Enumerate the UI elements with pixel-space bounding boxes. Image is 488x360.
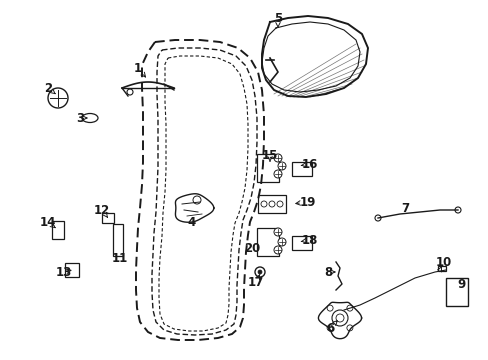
Text: 9: 9 <box>457 278 465 291</box>
Text: 7: 7 <box>400 202 408 215</box>
Circle shape <box>193 196 201 204</box>
Text: 18: 18 <box>301 234 318 247</box>
Text: 14: 14 <box>40 216 56 229</box>
Text: 4: 4 <box>187 216 196 229</box>
Circle shape <box>273 154 282 162</box>
Text: 8: 8 <box>323 266 331 279</box>
Text: 17: 17 <box>247 275 264 288</box>
Circle shape <box>278 238 285 246</box>
Text: 5: 5 <box>273 12 282 24</box>
Text: 20: 20 <box>244 242 260 255</box>
Text: 3: 3 <box>76 112 84 125</box>
Circle shape <box>276 201 283 207</box>
Circle shape <box>346 305 352 311</box>
Circle shape <box>48 88 68 108</box>
Bar <box>291 162 311 176</box>
Circle shape <box>326 325 332 331</box>
Circle shape <box>331 310 347 326</box>
Text: 11: 11 <box>112 252 128 265</box>
Circle shape <box>346 325 352 331</box>
Text: 12: 12 <box>94 203 110 216</box>
Bar <box>102 213 114 223</box>
Circle shape <box>374 215 380 221</box>
Text: 15: 15 <box>261 149 278 162</box>
Circle shape <box>268 201 274 207</box>
Bar <box>113 224 123 256</box>
Circle shape <box>258 270 262 274</box>
Text: 16: 16 <box>301 158 318 171</box>
Text: 6: 6 <box>325 321 333 334</box>
Bar <box>437 266 445 271</box>
Text: 2: 2 <box>44 81 52 95</box>
Bar <box>257 228 279 256</box>
Circle shape <box>335 314 343 322</box>
Bar <box>445 278 467 306</box>
Circle shape <box>127 89 133 95</box>
Text: 19: 19 <box>299 195 316 208</box>
Text: 10: 10 <box>435 256 451 269</box>
Circle shape <box>261 201 266 207</box>
Ellipse shape <box>82 113 98 122</box>
Circle shape <box>278 162 285 170</box>
Circle shape <box>273 170 282 178</box>
Bar <box>52 221 64 239</box>
Circle shape <box>254 267 264 277</box>
Bar <box>65 263 79 277</box>
Bar <box>258 195 285 213</box>
Bar <box>291 236 311 250</box>
Circle shape <box>273 246 282 254</box>
Circle shape <box>273 228 282 236</box>
Circle shape <box>326 305 332 311</box>
Bar <box>257 154 279 182</box>
Text: 1: 1 <box>134 62 142 75</box>
Circle shape <box>454 207 460 213</box>
Text: 13: 13 <box>56 266 72 279</box>
